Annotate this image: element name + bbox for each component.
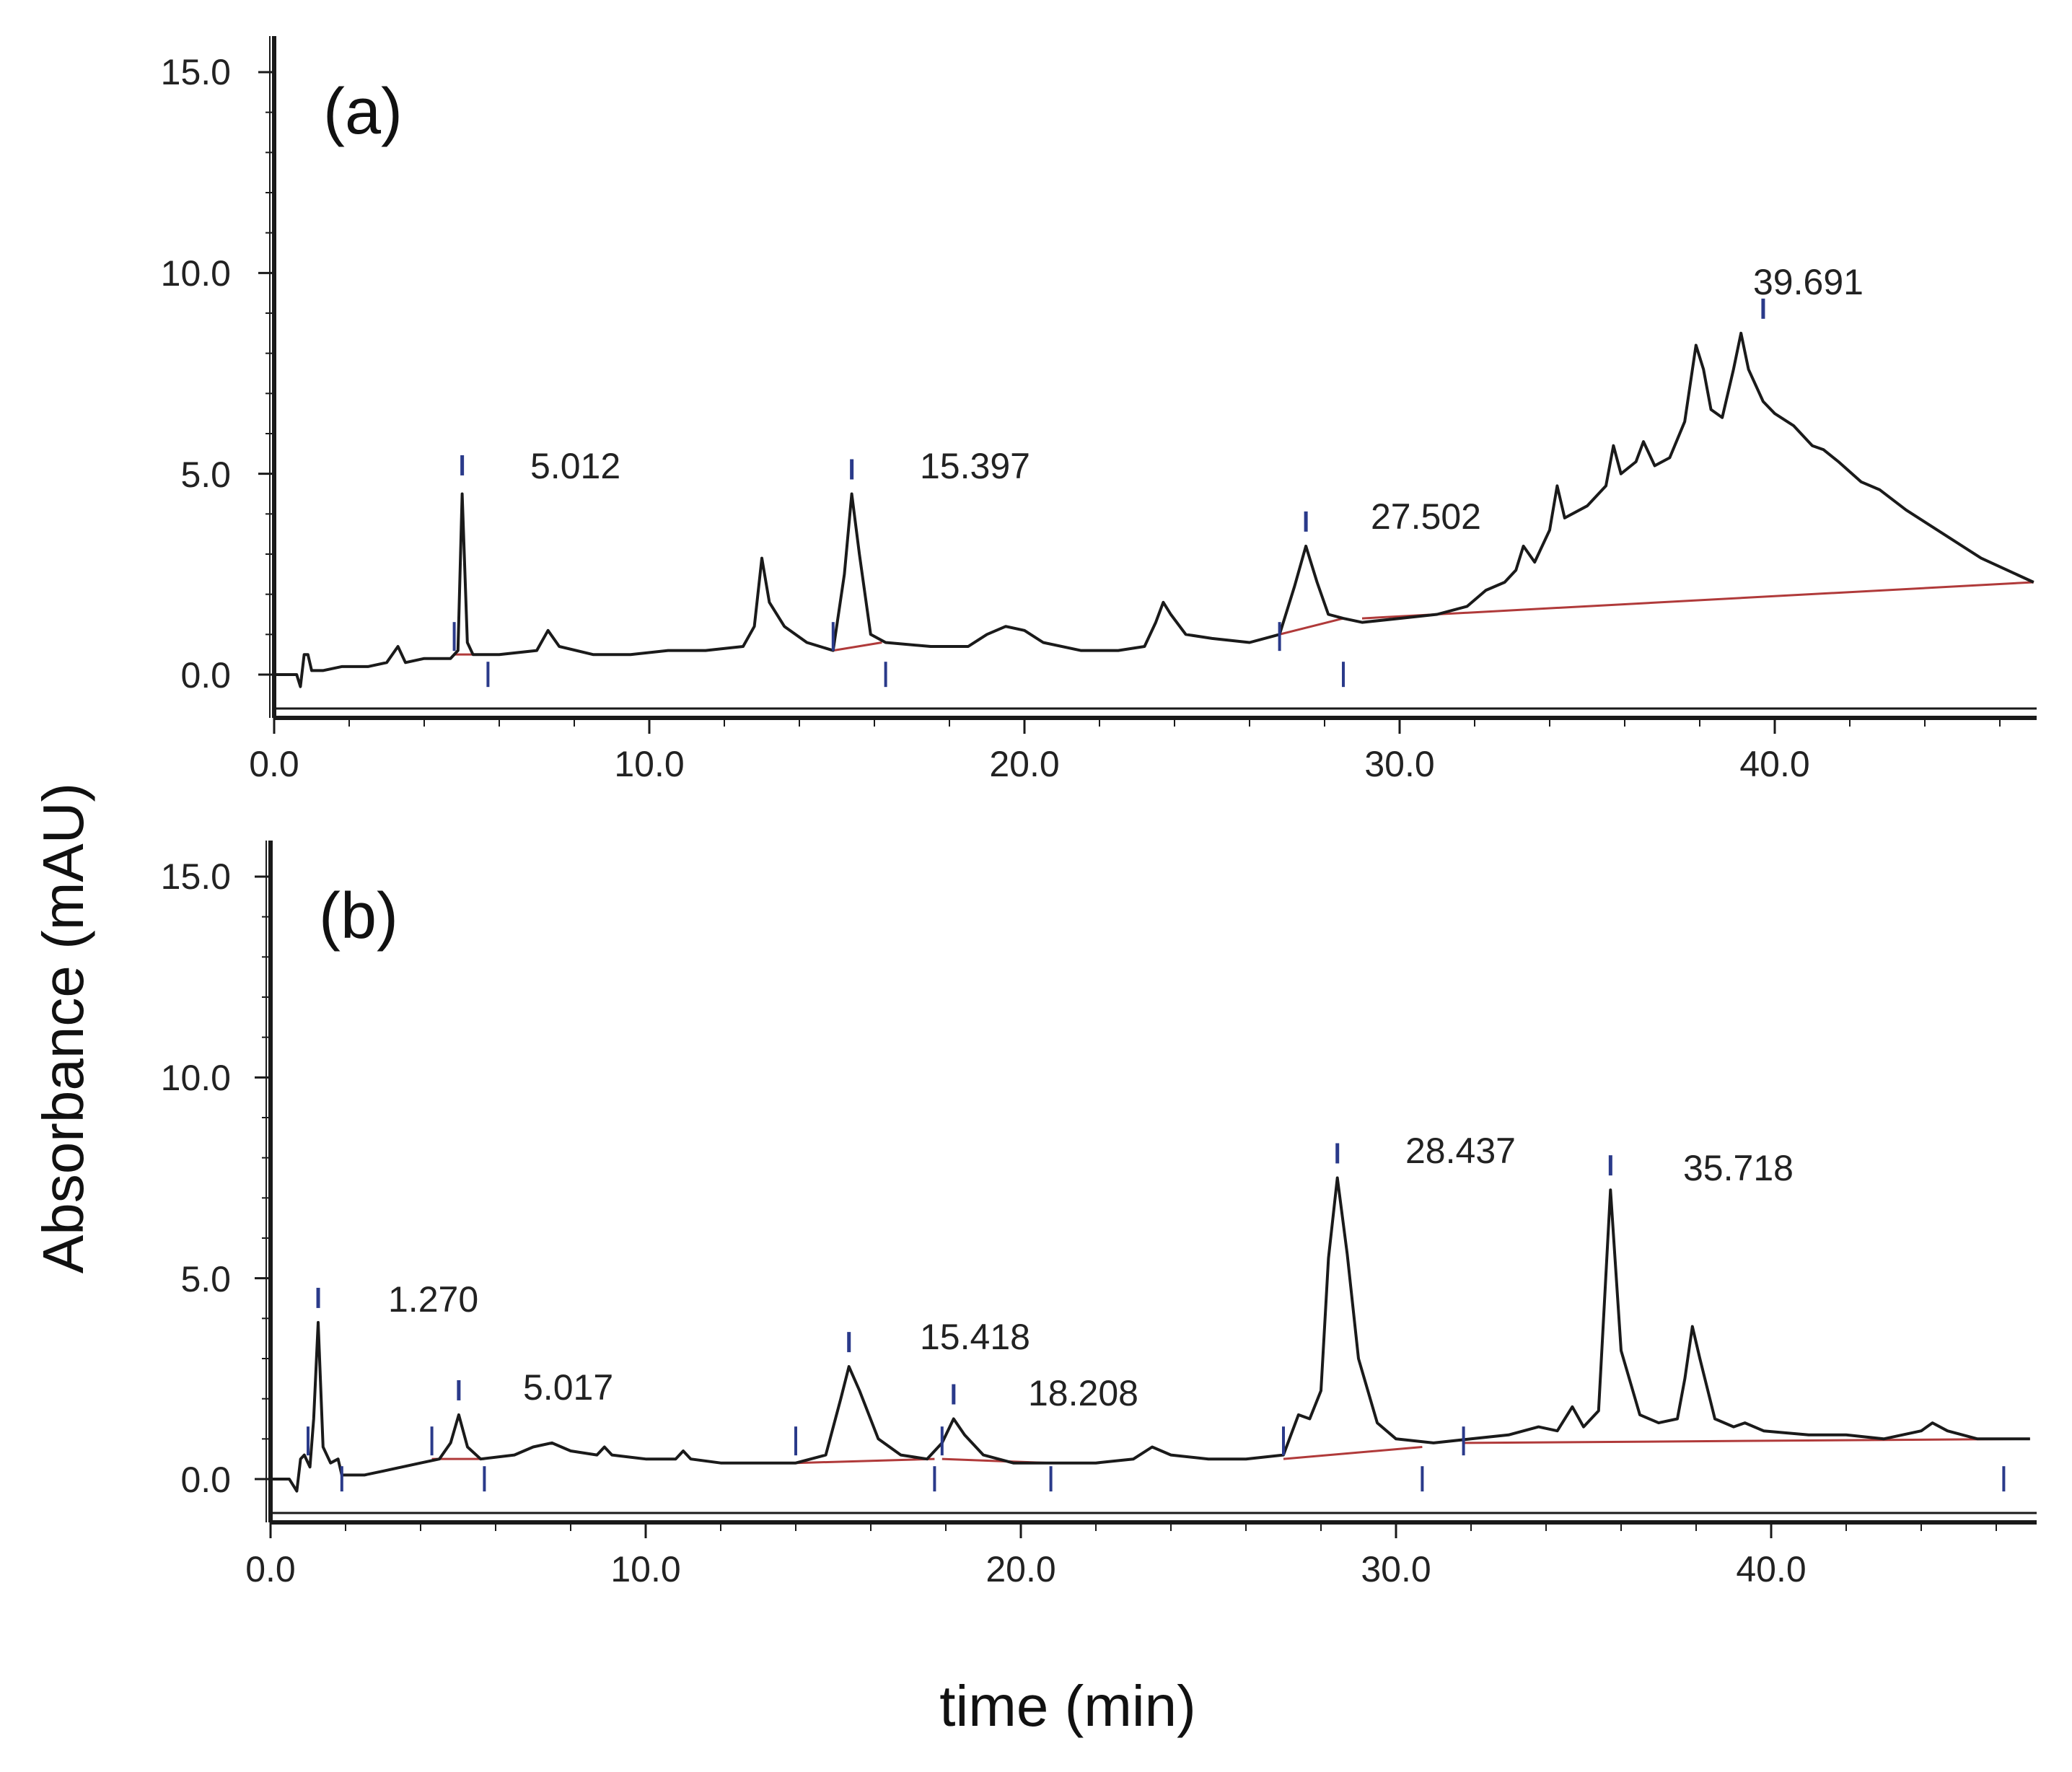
panel-label: (b) [319, 880, 398, 952]
y-tick-label: 5.0 [180, 455, 231, 495]
x-tick-label: 40.0 [1736, 1549, 1806, 1589]
x-tick-label: 30.0 [1361, 1549, 1431, 1589]
x-tick-label: 40.0 [1739, 744, 1809, 784]
baseline-segment [1361, 581, 2034, 620]
peak-label: 5.012 [530, 446, 620, 486]
panel-a: (a) 0.0 5.0 10.0 15.0 0.0 10.0 20.0 30.0… [161, 36, 2037, 784]
peak-label: 15.418 [920, 1317, 1030, 1357]
tick-labels-group: 0.0 5.0 10.0 15.0 0.0 10.0 20.0 30.0 40.… [161, 856, 1807, 1589]
baseline-segment [1463, 1437, 2030, 1444]
x-tick-label: 0.0 [249, 744, 299, 784]
panel-b: (b) 0.0 5.0 10.0 15.0 0.0 10.0 20.0 30.0… [161, 841, 2037, 1589]
y-tick-label: 10.0 [161, 1058, 231, 1098]
peak-label: 28.437 [1405, 1131, 1516, 1171]
peak-label: 1.270 [388, 1279, 478, 1320]
peak-label: 35.718 [1683, 1148, 1794, 1188]
peak-label: 5.017 [523, 1367, 613, 1408]
y-tick-label: 15.0 [161, 856, 231, 897]
peak-label: 15.397 [920, 446, 1030, 486]
x-tick-label: 30.0 [1364, 744, 1434, 784]
y-tick-label: 10.0 [161, 253, 231, 294]
x-axis-title: time (min) [939, 1674, 1196, 1738]
tick-labels-group: 0.0 5.0 10.0 15.0 0.0 10.0 20.0 30.0 40.… [161, 52, 1810, 784]
y-tick-label: 15.0 [161, 52, 231, 92]
y-tick-label: 5.0 [180, 1259, 231, 1299]
baseline-segment [1279, 617, 1344, 636]
panel-label: (a) [323, 76, 403, 148]
y-axis-title: Absorbance (mAU) [31, 783, 95, 1273]
y-tick-label: 0.0 [180, 655, 231, 696]
baseline-segment [795, 1457, 935, 1465]
baseline-segment [1283, 1445, 1423, 1460]
y-tick-label: 0.0 [180, 1460, 231, 1500]
x-tick-label: 10.0 [610, 1549, 680, 1589]
chromatogram-trace [274, 331, 2034, 688]
x-tick-label: 20.0 [985, 1549, 1055, 1589]
chromatogram-trace [271, 1176, 2030, 1493]
peak-label: 27.502 [1371, 496, 1481, 537]
peak-labels-group: 5.012 15.397 27.502 39.691 [530, 262, 1864, 537]
x-tick-label: 0.0 [245, 1549, 296, 1589]
baseline-segment [833, 641, 882, 652]
peak-labels-group: 1.270 5.017 15.418 18.208 28.437 35.718 [388, 1131, 1794, 1413]
x-tick-label: 20.0 [989, 744, 1059, 784]
peak-label: 18.208 [1028, 1373, 1138, 1413]
x-tick-label: 10.0 [614, 744, 684, 784]
peak-label: 39.691 [1753, 262, 1864, 302]
